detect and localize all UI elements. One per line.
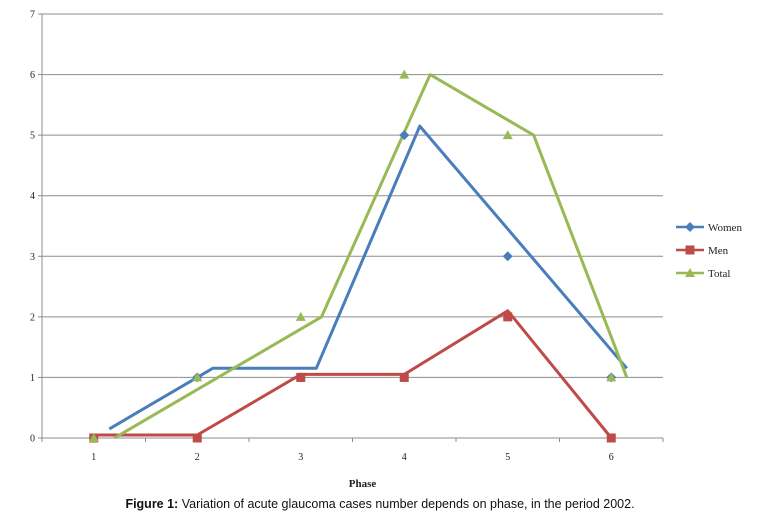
series-markers xyxy=(88,69,617,443)
y-tick-label: 5 xyxy=(30,131,35,142)
legend-label-men: Men xyxy=(708,245,729,257)
x-tick-label: 1 xyxy=(91,452,96,463)
x-axis-label: Phase xyxy=(349,478,377,490)
data-point-total xyxy=(192,372,203,382)
legend-label-women: Women xyxy=(708,222,742,234)
data-point-total xyxy=(399,69,410,79)
data-point-men xyxy=(296,372,306,382)
x-tick-label: 2 xyxy=(195,452,200,463)
x-tick-label: 6 xyxy=(609,452,614,463)
data-point-total xyxy=(606,372,617,382)
data-point-total xyxy=(88,433,99,442)
y-tick-label: 3 xyxy=(30,252,35,263)
legend: Women Men Total xyxy=(676,222,742,280)
legend-label-total: Total xyxy=(708,268,730,280)
data-point-men xyxy=(399,372,409,382)
figure-caption: Figure 1: Variation of acute glaucoma ca… xyxy=(0,497,760,511)
legend-marker-total xyxy=(685,268,695,277)
legend-marker-women xyxy=(685,222,695,232)
y-tick-label: 2 xyxy=(30,312,35,323)
y-tick-label: 1 xyxy=(30,373,35,384)
y-tick-label: 4 xyxy=(30,191,35,202)
y-tick-label: 6 xyxy=(30,70,35,81)
y-tick-labels: 0 1 2 3 4 5 6 7 xyxy=(30,10,35,445)
legend-marker-men xyxy=(685,245,695,255)
series-line-women xyxy=(108,124,628,431)
data-point-women xyxy=(399,130,410,141)
data-point-men xyxy=(503,312,513,322)
y-tick-label: 0 xyxy=(30,434,35,445)
caption-prefix: Figure 1: xyxy=(125,497,179,511)
caption-text: Variation of acute glaucoma cases number… xyxy=(178,497,635,511)
x-tick-label: 3 xyxy=(298,452,303,463)
series-lines xyxy=(93,73,629,440)
x-tick-label: 5 xyxy=(505,452,510,463)
data-point-men xyxy=(606,433,616,443)
axes xyxy=(38,13,664,442)
series-line-men xyxy=(93,309,613,439)
data-point-women xyxy=(502,251,513,262)
x-tick-label: 4 xyxy=(402,452,407,463)
gridlines xyxy=(42,13,663,378)
y-tick-label: 7 xyxy=(30,10,35,21)
data-point-men xyxy=(192,433,202,443)
x-tick-labels: 1 2 3 4 5 6 xyxy=(91,452,614,463)
data-point-total xyxy=(502,130,513,140)
data-point-total xyxy=(295,311,306,321)
series-line-total xyxy=(113,73,629,440)
line-chart: 0 1 2 3 4 5 6 7 1 2 3 4 5 6 Phase Women Men Total xyxy=(30,10,742,491)
